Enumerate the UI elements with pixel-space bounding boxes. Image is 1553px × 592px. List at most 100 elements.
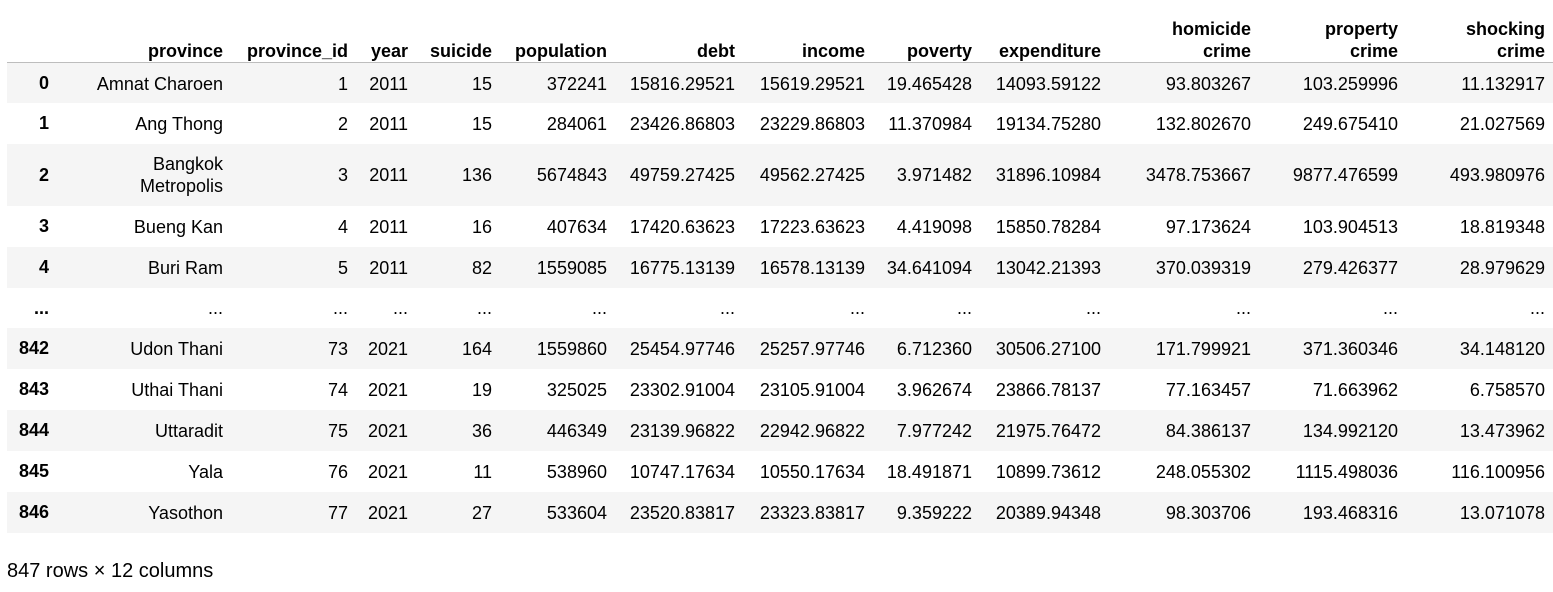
cell-expenditure: 13042.21393 [995,257,1101,278]
table-header: province province_id year suicide popula… [7,0,1553,63]
cell-year: 2011 [369,165,408,185]
cell-expenditure: 31896.10984 [995,165,1101,185]
header-row: province province_id year suicide popula… [7,0,1553,63]
cell-year: 2021 [367,461,408,482]
cell-homicide-crime: 84.386137 [1165,420,1251,441]
cell-income: 23229.86803 [759,113,865,134]
column-header-province: province [57,0,231,63]
column-header-poverty: poverty [873,0,980,63]
cell-population: 5674843 [536,165,607,185]
cell-year: 2021 [367,338,408,359]
cell-debt: 15816.29521 [629,73,735,94]
cell-province-id: 1 [337,73,348,94]
column-header-population: population [500,0,615,63]
cell-suicide: 36 [471,420,492,441]
cell-line: Bangkok [152,154,223,174]
table-row: 844 Uttaradit 75 2021 36 446349 23139.96… [7,410,1553,451]
cell-year: 2011 [369,216,408,237]
cell-debt: 49759.27425 [629,165,735,185]
header-line: crime [1349,40,1398,61]
cell-shocking-crime: 493.980976 [1449,165,1545,185]
cell-homicide-crime: 98.303706 [1165,502,1251,523]
table-row: 2 Bangkok Metropolis 3 2011 136 5674843 4… [7,144,1553,206]
cell-homicide-crime: 370.039319 [1155,257,1251,278]
table-row: 4 Buri Ram 5 2011 82 1559085 16775.13139… [7,247,1553,288]
cell-expenditure: 30506.27100 [995,338,1101,359]
column-header-shocking-crime: shocking crime [1406,0,1553,63]
table-row: 843 Uthai Thani 74 2021 19 325025 23302.… [7,369,1553,410]
cell-year: 2021 [367,502,408,523]
cell-property-crime: 134.992120 [1302,420,1398,441]
cell-province: Bangkok Metropolis [57,144,231,206]
cell-suicide: 136 [461,165,492,185]
cell-shocking-crime: 116.100956 [1451,461,1545,482]
cell-suicide: 82 [471,257,492,278]
cell-poverty: 3.971482 [896,165,972,185]
cell-population: 538960 [546,461,607,482]
cell-province: Bueng Kan [133,216,223,237]
cell-province: Yala [188,461,223,482]
table-row: 0 Amnat Charoen 1 2011 15 372241 15816.2… [7,62,1553,103]
cell-poverty: 4.419098 [896,216,972,237]
cell-suicide: 15 [471,113,492,134]
cell-province-id: ... [332,298,348,318]
cell-homicide-crime: 132.802670 [1155,113,1251,134]
cell-province: Yasothon [148,502,223,523]
column-header-income: income [743,0,873,63]
column-header-year: year [356,0,416,63]
cell-suicide: 19 [471,379,492,400]
cell-poverty: 18.491871 [886,461,972,482]
cell-year: 2011 [369,113,408,134]
dataframe-table: province province_id year suicide popula… [7,0,1553,533]
cell-province: Uttaradit [154,420,223,441]
cell-homicide-crime: 171.799921 [1155,338,1251,359]
cell-province: Ang Thong [135,113,223,134]
cell-suicide: 16 [471,216,492,237]
cell-suicide: 27 [471,502,492,523]
cell-shocking-crime: 6.758570 [1469,379,1545,400]
header-line: homicide [1171,18,1251,39]
cell-population: 407634 [546,216,607,237]
cell-income: 17223.63623 [759,216,865,237]
cell-province: Buri Ram [147,257,223,278]
cell-expenditure: 21975.76472 [995,420,1101,441]
dataframe-shape: 847 rows × 12 columns [7,560,214,582]
cell-population: 446349 [546,420,607,441]
cell-debt: 17420.63623 [629,216,735,237]
table-body: 0 Amnat Charoen 1 2011 15 372241 15816.2… [7,62,1553,533]
cell-province-id: 77 [327,502,348,523]
cell-province-id: 74 [327,379,348,400]
index-header [7,0,57,63]
cell-year: 2011 [369,73,408,94]
cell-population: 1559860 [536,338,607,359]
row-index: 842 [18,338,49,358]
cell-shocking-crime: 13.071078 [1459,502,1545,523]
cell-population: 1559085 [536,257,607,278]
cell-population: 284061 [546,113,607,134]
cell-year: 2011 [369,257,408,278]
cell-poverty: 19.465428 [886,73,972,94]
cell-property-crime: ... [1382,298,1398,318]
column-header-province-id: province_id [231,0,356,63]
row-index: 1 [38,113,49,133]
cell-province: Uthai Thani [131,379,223,400]
cell-poverty: 34.641094 [886,257,972,278]
cell-province-id: 4 [337,216,348,237]
cell-poverty: 9.359222 [896,502,972,523]
cell-homicide-crime: 248.055302 [1155,461,1251,482]
cell-suicide: ... [476,298,492,318]
row-index: 845 [18,461,49,481]
cell-homicide-crime: 97.173624 [1165,216,1251,237]
header-line: crime [1496,40,1545,61]
cell-year: 2021 [367,420,408,441]
column-header-suicide: suicide [416,0,500,63]
row-index: 2 [38,164,49,185]
cell-expenditure: 14093.59122 [995,73,1101,94]
cell-income: 23105.91004 [759,379,865,400]
header-line: crime [1202,40,1251,61]
cell-property-crime: 371.360346 [1302,338,1398,359]
column-header-homicide-crime: homicide crime [1109,0,1259,63]
cell-poverty: 3.962674 [896,379,972,400]
cell-debt: 23139.96822 [629,420,735,441]
header-line: shocking [1465,18,1545,39]
